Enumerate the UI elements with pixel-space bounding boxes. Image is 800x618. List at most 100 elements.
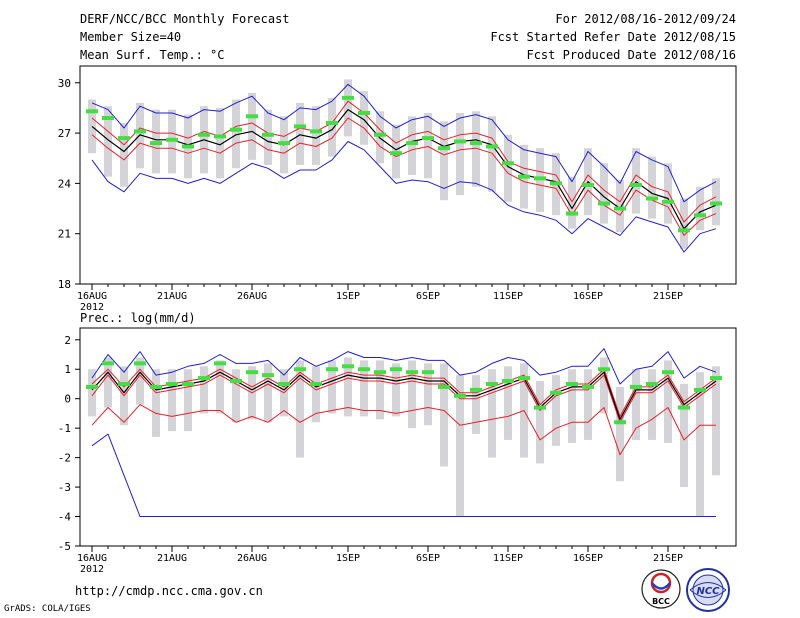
- bcc-logo: BCC: [640, 568, 682, 610]
- observed-marker: [694, 213, 706, 218]
- observed-marker: [582, 384, 594, 389]
- y-tick-label: 18: [58, 278, 71, 291]
- observed-marker: [166, 137, 178, 142]
- lower-envelope-line: [91, 404, 716, 456]
- member-range-bar: [264, 363, 272, 423]
- member-range-bar: [440, 121, 448, 201]
- member-range-bar: [472, 375, 480, 435]
- observed-marker: [646, 381, 658, 386]
- member-range-bar: [408, 360, 416, 429]
- member-range-bar: [296, 360, 304, 458]
- observed-marker: [358, 110, 370, 115]
- ensemble-mean-line: [91, 108, 717, 230]
- member-range-bar: [472, 111, 480, 187]
- member-range-bar: [136, 357, 144, 405]
- member-range-bar: [312, 106, 320, 165]
- observed-marker: [150, 141, 162, 146]
- member-range-bar: [360, 91, 368, 145]
- observed-marker: [198, 132, 210, 137]
- observed-marker: [326, 367, 338, 372]
- member-range-bar: [504, 134, 512, 202]
- spread-lower-line: [91, 374, 717, 423]
- member-range-bar: [664, 360, 672, 443]
- observed-marker: [598, 201, 610, 206]
- x-tick-label: 21SEP: [653, 553, 683, 564]
- x-year-label: 2012: [80, 564, 104, 575]
- ensemble-mean-line: [91, 371, 717, 420]
- member-size-label: Member Size=40: [80, 30, 182, 44]
- observed-marker: [694, 387, 706, 392]
- observed-marker: [454, 139, 466, 144]
- member-range-bar: [456, 112, 464, 196]
- member-range-bar: [632, 369, 640, 440]
- observed-marker: [294, 124, 306, 129]
- member-range-bar: [648, 369, 656, 440]
- member-range-bar: [568, 176, 576, 229]
- observed-marker: [230, 127, 242, 132]
- observed-marker: [310, 381, 322, 386]
- x-tick-label: 6SEP: [416, 553, 440, 564]
- observed-marker: [246, 114, 258, 119]
- y-tick-label: -1: [58, 422, 71, 435]
- member-range-bar: [232, 369, 240, 423]
- observed-marker: [646, 196, 658, 201]
- observed-marker: [598, 367, 610, 372]
- observed-marker: [134, 129, 146, 134]
- x-tick-label: 26AUG: [237, 553, 267, 564]
- variable-label-prec: Prec.: log(mm/d): [80, 311, 196, 325]
- x-tick-label: 6SEP: [416, 291, 440, 302]
- observed-marker: [374, 132, 386, 137]
- observed-marker: [662, 370, 674, 375]
- member-range-bar: [456, 375, 464, 517]
- observed-marker: [678, 405, 690, 410]
- member-max-line: [91, 83, 717, 203]
- observed-marker: [198, 376, 210, 381]
- observed-marker: [502, 379, 514, 384]
- member-range-bar: [184, 369, 192, 432]
- member-min-line: [91, 433, 716, 517]
- observed-marker: [438, 384, 450, 389]
- x-tick-label: 16AUG: [77, 291, 107, 302]
- member-range-bar: [248, 92, 256, 160]
- member-range-bar: [568, 369, 576, 443]
- y-tick-label: -4: [58, 511, 72, 524]
- observed-marker: [406, 141, 418, 146]
- y-tick-label: 1: [64, 363, 71, 376]
- fcst-started-label: Fcst Started Refer Date 2012/08/15: [490, 30, 736, 44]
- y-tick-label: 0: [64, 393, 71, 406]
- observed-marker: [470, 387, 482, 392]
- observed-marker: [630, 384, 642, 389]
- observed-marker: [182, 381, 194, 386]
- member-range-bar: [584, 369, 592, 440]
- spread-upper-line: [91, 100, 717, 223]
- observed-marker: [534, 405, 546, 410]
- observed-marker: [534, 176, 546, 181]
- member-range-bar: [488, 116, 496, 192]
- member-min-line: [91, 141, 717, 253]
- member-range-bar: [648, 156, 656, 219]
- member-range-bar: [680, 383, 688, 488]
- observed-marker: [262, 373, 274, 378]
- observed-marker: [214, 361, 226, 366]
- observed-marker: [662, 199, 674, 204]
- y-tick-label: 30: [58, 77, 71, 90]
- observed-marker: [550, 390, 562, 395]
- observed-marker: [614, 420, 626, 425]
- x-tick-label: 16SEP: [573, 553, 603, 564]
- observed-marker: [454, 393, 466, 398]
- y-tick-label: -5: [58, 540, 71, 553]
- member-range-bar: [312, 366, 320, 423]
- observed-marker: [710, 201, 722, 206]
- y-tick-label: 21: [58, 228, 71, 241]
- website-url[interactable]: http://cmdp.ncc.cma.gov.cn: [75, 584, 263, 598]
- member-range-bar: [696, 186, 704, 231]
- observed-marker: [374, 370, 386, 375]
- ncc-logo: NCC: [684, 567, 732, 613]
- y-tick-label: -3: [58, 481, 71, 494]
- y-tick-label: 24: [58, 177, 72, 190]
- observed-marker: [422, 136, 434, 141]
- observed-marker: [502, 161, 514, 166]
- member-range-bar: [88, 99, 96, 154]
- observed-marker: [486, 381, 498, 386]
- member-range-bar: [424, 112, 432, 179]
